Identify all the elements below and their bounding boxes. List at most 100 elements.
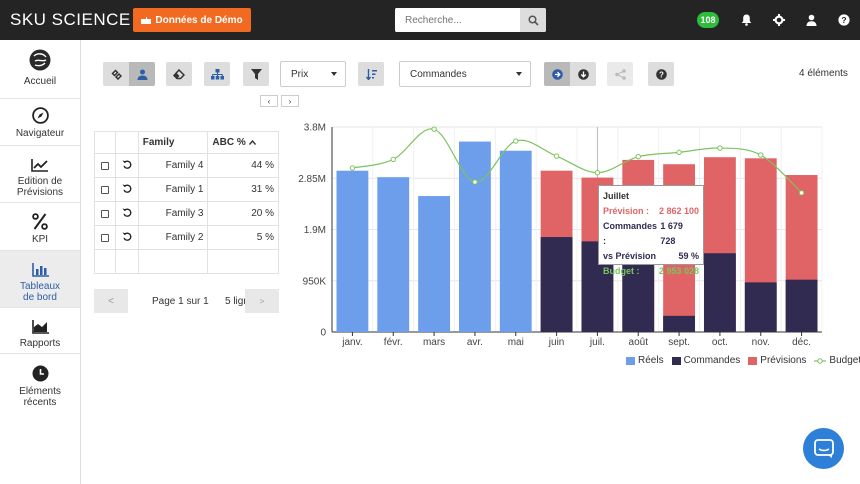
sidebar-item-reports[interactable]: Rapports <box>0 308 80 354</box>
tooltip-title: Juillet <box>603 191 630 201</box>
row-checkbox[interactable] <box>100 233 109 242</box>
brand-logo[interactable]: SKU SCIENCE <box>10 10 131 29</box>
budget-point <box>472 179 478 185</box>
budget-point <box>798 190 805 196</box>
pager-prev-button[interactable]: < <box>94 289 128 313</box>
legend-item-commandes[interactable]: Commandes <box>671 355 740 366</box>
sidebar-item-label: Tableaux de bord <box>19 281 61 303</box>
revert-cell[interactable] <box>114 225 139 250</box>
budget-point <box>717 145 723 151</box>
budget-point <box>349 165 356 171</box>
legend-swatch <box>748 356 758 365</box>
x-tick-label: nov. <box>752 337 770 348</box>
clock-icon <box>32 362 49 382</box>
forecast-chart: 0 950K 1.9M 2.85M 3.8M janv. févr. mars avr. mai j… <box>298 123 823 348</box>
revert-cell[interactable] <box>114 201 139 226</box>
prev-page-arrow[interactable]: ‹ <box>260 95 278 107</box>
legend-item-budget[interactable]: Budget <box>814 355 860 366</box>
abc-value-cell: 31 % <box>207 177 279 202</box>
x-tick-label: janv. <box>341 337 362 348</box>
pager: < Page 1 sur 1 5 lignes > <box>94 289 279 313</box>
undo-icon[interactable] <box>122 159 132 169</box>
pager-info: Page 1 sur 1 <box>152 296 209 307</box>
revert-cell[interactable] <box>114 153 139 178</box>
customer-toggle-button[interactable] <box>129 62 155 86</box>
orders-select[interactable]: Commandes <box>399 61 531 87</box>
pager-next-button[interactable]: > <box>245 289 279 313</box>
sidebar-item-forecast-edit[interactable]: Edition de Prévisions <box>0 146 80 203</box>
chart-tooltip: Juillet Prévision : 2 862 100 Commandes :… <box>598 185 704 276</box>
revert-cell[interactable] <box>114 177 139 202</box>
bar-commandes <box>744 282 777 332</box>
undo-icon[interactable] <box>122 183 132 193</box>
search-icon <box>527 14 539 26</box>
row-checkbox-cell[interactable] <box>94 177 116 202</box>
filter-button[interactable] <box>243 62 269 86</box>
row-checkbox-cell[interactable] <box>94 153 116 178</box>
empty-table-row <box>94 249 279 274</box>
bar-commandes <box>785 279 818 332</box>
row-checkbox[interactable] <box>100 209 109 218</box>
family-column-header[interactable]: Family <box>137 131 209 154</box>
price-select[interactable]: Prix <box>280 61 346 87</box>
sitemap-icon <box>210 68 224 79</box>
abc-column-header[interactable]: ABC % <box>207 131 279 154</box>
x-tick-label: juin <box>548 337 565 348</box>
legend-item-reels[interactable]: Réels <box>626 355 664 366</box>
user-icon[interactable] <box>804 13 818 27</box>
bell-icon[interactable] <box>739 13 753 27</box>
row-checkbox[interactable] <box>100 161 109 170</box>
row-checkbox[interactable] <box>100 185 109 194</box>
y-tick-label: 0 <box>320 328 326 339</box>
bar-chart-icon <box>31 259 49 277</box>
help-icon[interactable]: ? <box>837 13 851 27</box>
budget-point <box>390 156 396 163</box>
move-right-button[interactable] <box>544 62 570 86</box>
tooltip-prevision-label: Prévision : <box>603 206 650 216</box>
table-row[interactable]: Family 4 44 % <box>94 153 279 178</box>
chat-widget-button[interactable] <box>803 428 844 469</box>
search-input[interactable] <box>395 8 520 32</box>
budget-point <box>553 153 560 159</box>
row-checkbox-cell[interactable] <box>94 225 116 250</box>
family-name-cell: Family 1 <box>137 177 209 202</box>
family-table: Family ABC % Family 4 44 % Family 1 31 % Fam… <box>94 131 279 274</box>
search-button[interactable] <box>520 8 546 32</box>
sidebar-item-home[interactable]: Accueil <box>0 40 80 99</box>
link-toggle-button[interactable] <box>103 62 129 86</box>
sidebar-item-dashboards[interactable]: Tableaux de bord <box>0 251 80 308</box>
trend-line-icon <box>31 154 49 172</box>
share-button[interactable] <box>607 62 633 86</box>
eraser-button[interactable] <box>166 62 192 86</box>
undo-icon[interactable] <box>122 231 132 241</box>
bar-commandes <box>540 237 573 332</box>
table-row[interactable]: Family 1 31 % <box>94 177 279 202</box>
legend-item-previsions[interactable]: Prévisions <box>748 355 806 366</box>
sidebar-item-label: Rapports <box>19 338 61 349</box>
move-down-button[interactable] <box>570 62 596 86</box>
sidebar-item-navigator[interactable]: Navigateur <box>0 99 80 146</box>
filter-icon <box>250 68 262 80</box>
gear-icon[interactable] <box>772 13 786 27</box>
tooltip-budget-value: 2 953 028 <box>658 266 699 276</box>
sort-button[interactable] <box>358 62 384 86</box>
chevron-down-icon <box>331 72 337 76</box>
notification-count-badge[interactable]: 108 <box>697 12 719 28</box>
undo-icon[interactable] <box>122 207 132 217</box>
hierarchy-button[interactable] <box>204 62 230 86</box>
table-row[interactable]: Family 3 20 % <box>94 201 279 226</box>
next-page-arrow[interactable]: › <box>281 95 299 107</box>
compass-icon <box>31 104 49 124</box>
row-checkbox-cell[interactable] <box>94 201 116 226</box>
rows-per-page[interactable]: 5 lignes <box>225 296 260 307</box>
help-button[interactable]: ? <box>648 62 674 86</box>
arrow-circle-right-icon <box>551 68 563 80</box>
sidebar-item-kpi[interactable]: KPI <box>0 203 80 251</box>
x-tick-label: déc. <box>792 337 811 348</box>
sidebar-item-recent[interactable]: Eléments récents <box>0 354 80 412</box>
abc-value-cell: 20 % <box>207 201 279 226</box>
demo-data-button[interactable]: Données de Démo <box>133 8 251 32</box>
bar-commandes <box>663 315 696 332</box>
y-tick-label: 2.85M <box>298 174 326 185</box>
